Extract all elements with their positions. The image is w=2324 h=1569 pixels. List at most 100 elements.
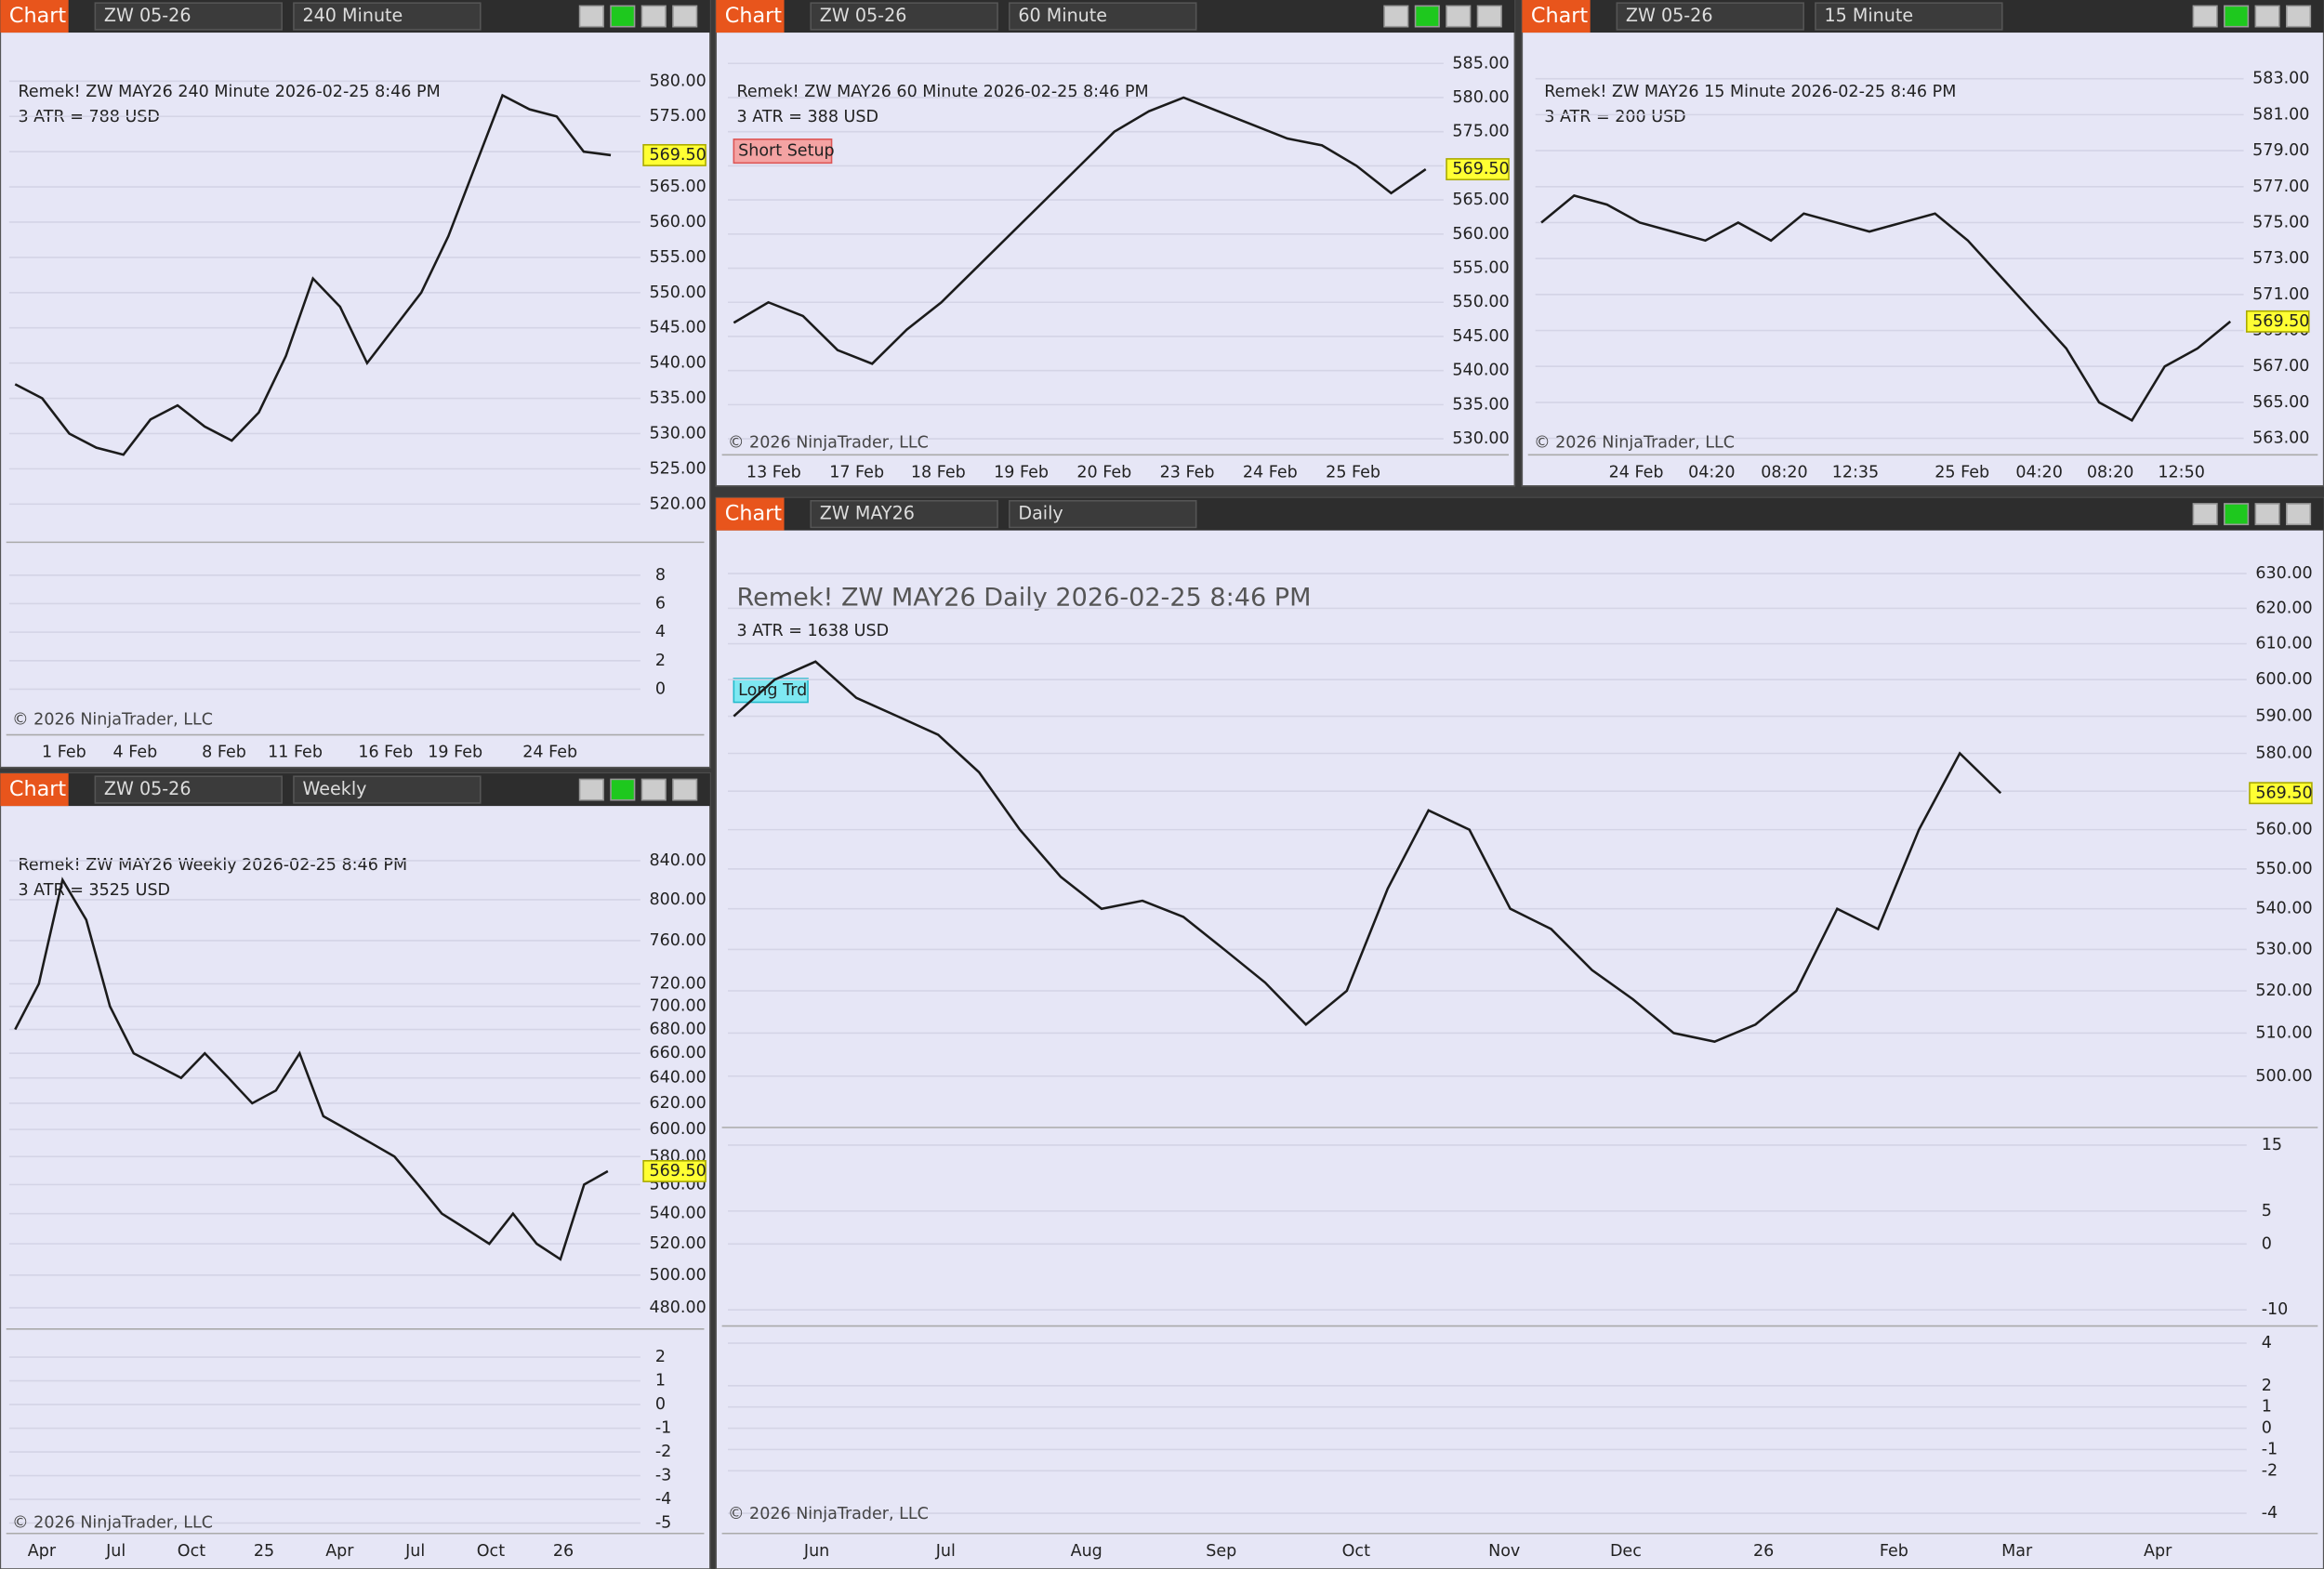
chart-button[interactable] — [0, 0, 69, 33]
window-button[interactable] — [2254, 5, 2280, 28]
y-tick-label: 480.00 — [649, 1299, 706, 1317]
window-button[interactable] — [2192, 503, 2218, 526]
window-button[interactable] — [2254, 503, 2280, 526]
y-tick-label: 580.00 — [649, 72, 706, 90]
chart-window: Chart ZW 05-26 Weekly Remek! ZW MAY26 Weekl… — [0, 772, 711, 1569]
x-tick-label: Aug — [1071, 1542, 1103, 1561]
y-tick-label: 760.00 — [649, 931, 706, 950]
chart-label: Chart — [1531, 4, 1589, 28]
x-tick-label: 12:50 — [2158, 463, 2204, 481]
chart-window: Chart ZW 05-26 240 Minute Remek! ZW MAY26 2… — [0, 0, 711, 769]
interval-label: 60 Minute — [1018, 5, 1107, 26]
y-tick-label: 510.00 — [2255, 1023, 2312, 1042]
last-price-label: 569.50 — [1452, 160, 1509, 178]
x-tick-label: Apr — [28, 1542, 57, 1561]
window-button[interactable] — [1476, 5, 1502, 28]
window-button[interactable] — [1383, 5, 1409, 28]
x-tick-label: 18 Feb — [911, 463, 966, 481]
setup-label: Short Setup — [738, 142, 835, 161]
window-button[interactable] — [2286, 503, 2312, 526]
toolbar: Chart ZW 05-26 Weekly — [0, 773, 710, 807]
y-tick-label: 530.00 — [1452, 429, 1509, 448]
window-button[interactable] — [2224, 5, 2250, 28]
interval-label: 15 Minute — [1824, 5, 1913, 26]
y-tick-label: 520.00 — [649, 494, 706, 513]
y-tick-label: 800.00 — [649, 890, 706, 909]
price-line — [14, 93, 612, 456]
y-tick-label: 590.00 — [2255, 707, 2312, 726]
window-button[interactable] — [2192, 5, 2218, 28]
indicator-tick-label: 5 — [2262, 1202, 2272, 1220]
window-button[interactable] — [640, 5, 667, 28]
x-tick-label: 17 Feb — [829, 463, 884, 481]
y-tick-label: 630.00 — [2255, 564, 2312, 583]
y-tick-label: 640.00 — [649, 1069, 706, 1088]
y-tick-label: 583.00 — [2252, 70, 2309, 88]
indicator-tick-label: 1 — [2262, 1398, 2272, 1417]
window-frame — [1521, 0, 2324, 487]
chart-button[interactable] — [1522, 0, 1591, 33]
x-tick-label: 8 Feb — [202, 744, 246, 762]
toolbar: Chart ZW 05-26 240 Minute — [0, 0, 710, 33]
y-tick-label: 520.00 — [649, 1234, 706, 1253]
indicator-tick-label: 2 — [2262, 1377, 2272, 1395]
x-tick-label: Dec — [1610, 1542, 1642, 1561]
chart-button[interactable] — [0, 773, 69, 807]
instrument-select[interactable] — [810, 2, 998, 31]
y-tick-label: 620.00 — [2255, 599, 2312, 617]
window-button[interactable] — [610, 778, 636, 801]
window-button[interactable] — [2224, 503, 2250, 526]
instrument-select[interactable] — [94, 2, 283, 31]
y-tick-label: 555.00 — [649, 248, 706, 267]
indicator-tick-label: 0 — [655, 679, 666, 698]
window-button[interactable] — [610, 5, 636, 28]
indicator-tick-label: -1 — [655, 1419, 671, 1438]
window-button[interactable] — [578, 778, 604, 801]
setup-label: Long Trd — [738, 681, 807, 700]
chart-window: Chart ZW 05-26 15 Minute Remek! ZW MAY26 15… — [1521, 0, 2324, 487]
toolbar: Chart ZW 05-26 15 Minute — [1522, 0, 2324, 33]
window-button[interactable] — [578, 5, 604, 28]
y-tick-label: 571.00 — [2252, 285, 2309, 304]
x-tick-label: Nov — [1488, 1542, 1520, 1561]
chart-label: Chart — [725, 502, 783, 526]
x-tick-label: 25 Feb — [1934, 463, 1989, 481]
instrument-select[interactable] — [1616, 2, 1804, 31]
interval-select[interactable] — [1009, 499, 1197, 529]
indicator-tick-label: -4 — [655, 1490, 671, 1509]
atr-label: 3 ATR = 200 USD — [1544, 108, 1685, 126]
interval-select[interactable] — [1815, 2, 2003, 31]
window-button[interactable] — [672, 5, 698, 28]
x-tick-label: 4 Feb — [113, 744, 158, 762]
y-tick-label: 550.00 — [1452, 293, 1509, 311]
indicator-tick-label: -10 — [2262, 1300, 2289, 1319]
y-tick-label: 600.00 — [2255, 670, 2312, 689]
instrument-select[interactable] — [810, 499, 998, 529]
interval-select[interactable] — [293, 775, 482, 804]
chart-button[interactable] — [716, 497, 785, 531]
interval-select[interactable] — [293, 2, 482, 31]
last-price-label: 569.50 — [2252, 312, 2309, 331]
x-tick-label: 19 Feb — [994, 463, 1049, 481]
interval-select[interactable] — [1009, 2, 1197, 31]
atr-label: 3 ATR = 388 USD — [737, 108, 878, 126]
instrument-select[interactable] — [94, 775, 283, 804]
y-tick-label: 720.00 — [649, 974, 706, 993]
window-button[interactable] — [672, 778, 698, 801]
x-tick-label: 25 — [254, 1542, 274, 1561]
last-price-tag — [1446, 158, 1510, 181]
x-tick-label: Feb — [1880, 1542, 1908, 1561]
y-tick-label: 555.00 — [1452, 259, 1509, 278]
indicator-tick-label: 2 — [655, 1348, 666, 1366]
chart-button[interactable] — [716, 0, 785, 33]
window-button[interactable] — [1414, 5, 1440, 28]
y-tick-label: 575.00 — [649, 107, 706, 125]
y-tick-label: 585.00 — [1452, 54, 1509, 73]
y-tick-label: 535.00 — [1452, 395, 1509, 414]
window-button[interactable] — [1446, 5, 1472, 28]
window-button[interactable] — [2286, 5, 2312, 28]
window-button[interactable] — [640, 778, 667, 801]
indicator-tick-label: 6 — [655, 594, 666, 613]
instrument-label: ZW 05-26 — [1626, 5, 1713, 26]
